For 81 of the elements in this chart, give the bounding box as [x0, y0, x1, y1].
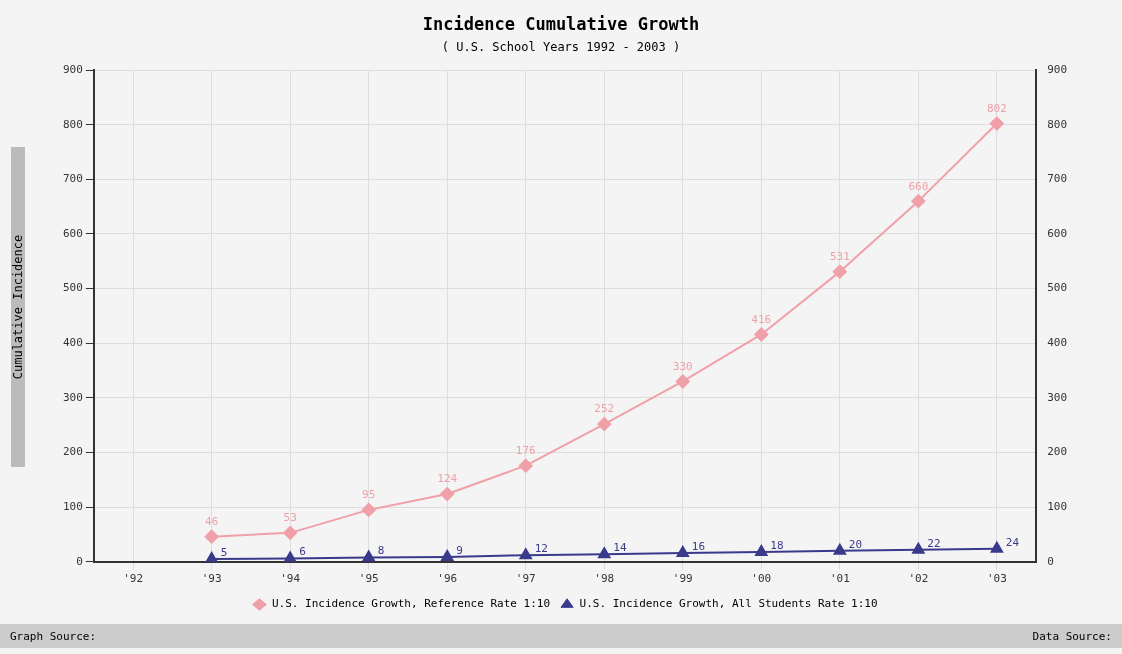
point: [440, 487, 455, 502]
data-label: 330: [672, 359, 693, 373]
x-tick-label: '02: [908, 572, 929, 586]
x-tick-label: '98: [594, 572, 615, 586]
x-tick-label: '95: [358, 572, 379, 586]
y2-tick-label: 300: [1047, 390, 1068, 404]
y-axis-title: Cumulative Incidence: [11, 147, 25, 467]
text: Graph Source:: [10, 629, 97, 643]
chart-subtitle: ( U.S. School Years 1992 - 2003 ): [440, 40, 682, 54]
data-label: 531: [829, 250, 850, 263]
point: [832, 264, 847, 279]
point: [912, 542, 925, 554]
legend-label: U.S. Incidence Growth, Reference Rate 1:10: [271, 597, 551, 611]
x-tick-label: '99: [672, 572, 693, 586]
point: [518, 458, 533, 473]
y-tick-label: 200: [62, 445, 83, 459]
y2-tick-label: 200: [1047, 445, 1068, 459]
legend-label: U.S. Incidence Growth, All Students Rate 1:10: [579, 597, 878, 611]
point: [441, 549, 454, 561]
y-tick-label: 300: [62, 390, 83, 404]
data-label: 20: [848, 537, 863, 551]
y-tick-label: 400: [62, 336, 83, 350]
data-label: 53: [283, 511, 297, 525]
y-tick-label: 500: [62, 281, 83, 295]
data-label: 16: [691, 539, 706, 553]
data-label: 9: [456, 543, 463, 557]
y-tick-label: 700: [62, 172, 83, 186]
point: [675, 374, 690, 389]
point: [519, 548, 532, 560]
chart-title: Incidence Cumulative Growth: [421, 14, 701, 34]
point: [676, 546, 689, 558]
x-tick-label: '00: [751, 572, 772, 586]
data-label: 12: [534, 542, 548, 556]
data-label: 660: [908, 179, 929, 193]
y-tick-label: 900: [62, 62, 83, 76]
data-label: 5: [220, 545, 228, 559]
y2-tick-label: 600: [1047, 226, 1068, 240]
data-label: 22: [927, 536, 941, 550]
data-label: 46: [205, 515, 219, 529]
point: [362, 550, 375, 562]
point: [989, 116, 1004, 131]
data-label: 24: [1005, 535, 1020, 549]
point: [833, 543, 847, 555]
data-label: 252: [594, 402, 615, 416]
data-label: 124: [437, 472, 458, 486]
y2-tick-label: 900: [1047, 62, 1068, 76]
data-label: 18: [770, 538, 784, 552]
point: [204, 529, 219, 544]
data-label: 416: [751, 312, 772, 326]
y2-tick-label: 100: [1047, 500, 1068, 514]
x-tick-label: '92: [123, 572, 144, 586]
y-tick-label: 800: [62, 117, 83, 131]
data-label: 176: [515, 443, 536, 457]
source-note: Data Source:: [1032, 629, 1112, 643]
point: [990, 541, 1004, 553]
y-tick-label: 0: [76, 554, 83, 568]
x-tick-label: '94: [280, 572, 301, 586]
point: [755, 544, 768, 556]
data-label: 95: [362, 488, 376, 502]
y2-tick-label: 400: [1047, 336, 1068, 350]
point: [361, 502, 376, 517]
x-tick-label: '01: [829, 572, 850, 586]
data-label: 802: [986, 101, 1007, 115]
y2-tick-label: 800: [1047, 117, 1068, 131]
x-tick-label: '97: [515, 572, 536, 586]
point: [597, 417, 612, 432]
point: [911, 194, 926, 209]
y2-tick-label: 700: [1047, 172, 1068, 186]
y-tick-label: 100: [62, 500, 83, 514]
data-label: 14: [613, 541, 627, 555]
point: [754, 327, 769, 342]
y2-tick-label: 500: [1047, 281, 1068, 295]
x-tick-label: '96: [437, 572, 458, 586]
point: [598, 547, 611, 559]
y2-tick-label: 0: [1047, 554, 1054, 568]
point: [283, 525, 298, 540]
x-tick-label: '93: [201, 572, 222, 586]
data-label: 8: [377, 544, 385, 558]
data-label: 6: [299, 545, 306, 559]
y-tick-label: 600: [62, 226, 83, 240]
x-tick-label: '03: [986, 572, 1007, 586]
